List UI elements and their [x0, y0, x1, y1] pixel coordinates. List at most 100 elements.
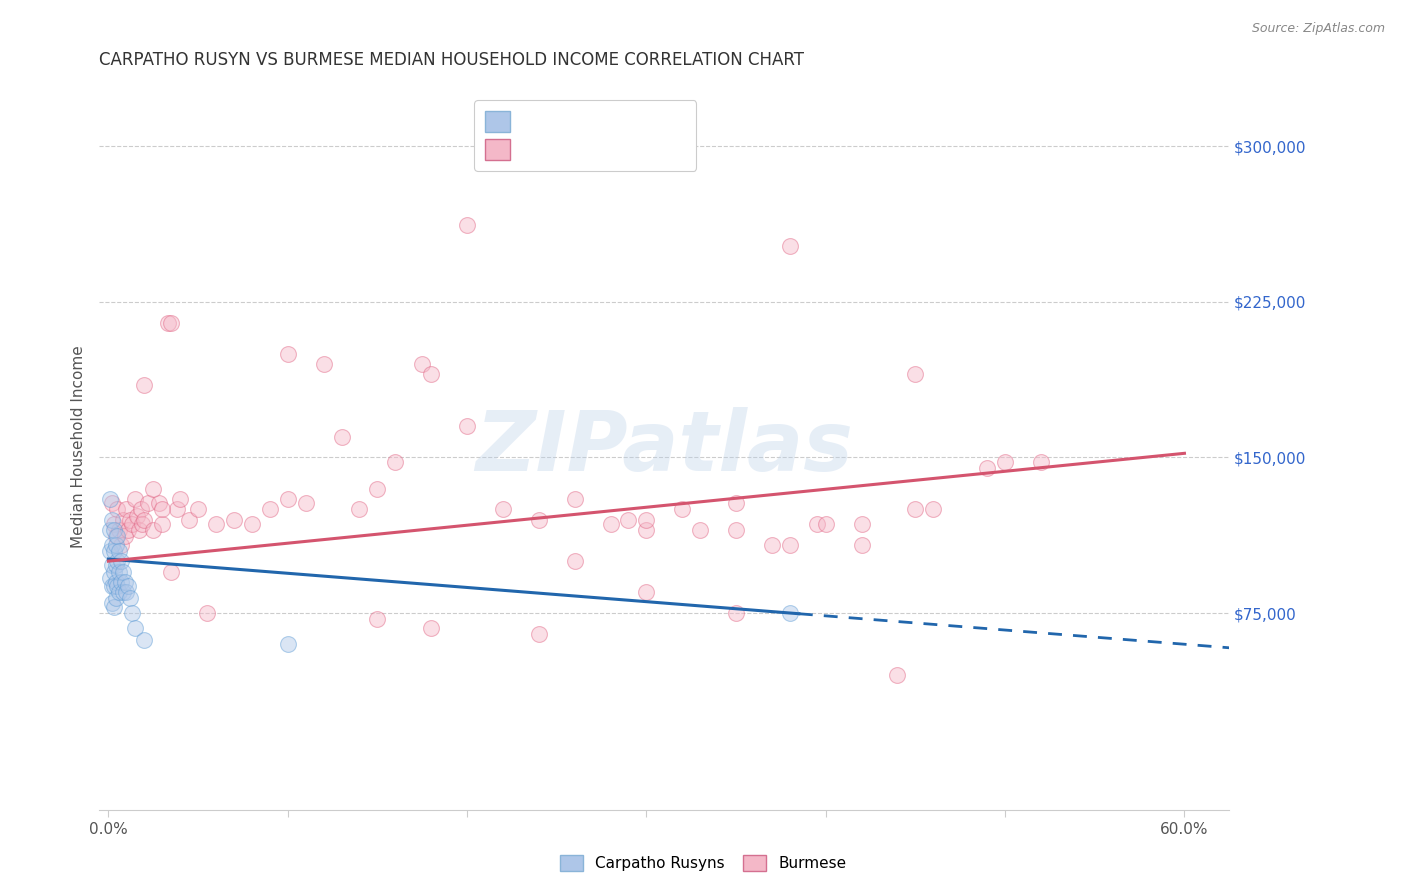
Point — [851, 516, 873, 531]
Point — [128, 523, 150, 537]
Text: ZIPatlas: ZIPatlas — [475, 407, 853, 488]
Point — [114, 574, 136, 589]
Point — [636, 585, 658, 599]
Point — [104, 558, 127, 573]
Point — [98, 543, 121, 558]
Point — [103, 599, 125, 614]
Point — [976, 460, 998, 475]
Point — [886, 668, 908, 682]
Point — [103, 516, 125, 531]
Point — [108, 585, 131, 599]
Point — [806, 516, 828, 531]
Point — [104, 538, 127, 552]
Point — [779, 239, 801, 253]
Point — [277, 491, 299, 506]
Point — [117, 579, 139, 593]
Text: CARPATHO RUSYN VS BURMESE MEDIAN HOUSEHOLD INCOME CORRELATION CHART: CARPATHO RUSYN VS BURMESE MEDIAN HOUSEHO… — [100, 51, 804, 69]
Point — [108, 543, 131, 558]
Point — [115, 585, 138, 599]
Point — [205, 516, 228, 531]
Point — [1029, 454, 1052, 468]
Point — [108, 523, 131, 537]
Point — [105, 554, 128, 568]
Point — [725, 606, 748, 620]
Point — [110, 574, 132, 589]
Point — [420, 621, 443, 635]
Point — [103, 543, 125, 558]
Point — [101, 538, 124, 552]
Point — [98, 491, 121, 506]
Point — [779, 606, 801, 620]
Text: R =: R = — [520, 112, 560, 130]
Point — [110, 554, 132, 568]
Point — [725, 496, 748, 510]
Text: 0.148: 0.148 — [551, 144, 614, 161]
Point — [814, 516, 837, 531]
Point — [366, 482, 388, 496]
Point — [101, 496, 124, 510]
Point — [187, 502, 209, 516]
Text: -0.153: -0.153 — [551, 112, 616, 130]
Point — [111, 585, 134, 599]
Point — [148, 496, 170, 510]
Point — [134, 377, 156, 392]
Point — [105, 502, 128, 516]
Point — [134, 632, 156, 647]
Point — [294, 496, 316, 510]
Point — [636, 523, 658, 537]
Point — [671, 502, 693, 516]
Point — [222, 513, 245, 527]
Legend: Carpatho Rusyns, Burmese: Carpatho Rusyns, Burmese — [554, 849, 852, 877]
Point — [922, 502, 945, 516]
Point — [150, 502, 173, 516]
Point — [527, 626, 550, 640]
Point — [904, 368, 927, 382]
Point — [156, 316, 179, 330]
Point — [277, 347, 299, 361]
Point — [160, 565, 183, 579]
Point — [564, 554, 586, 568]
Point — [689, 523, 711, 537]
Point — [994, 454, 1017, 468]
Point — [527, 513, 550, 527]
Point — [384, 454, 406, 468]
Point — [177, 513, 200, 527]
Point — [150, 516, 173, 531]
Text: N =: N = — [610, 144, 650, 161]
Point — [111, 513, 134, 527]
Point — [98, 571, 121, 585]
Point — [851, 538, 873, 552]
Point — [277, 637, 299, 651]
Point — [330, 430, 353, 444]
Point — [108, 565, 131, 579]
Point — [349, 502, 371, 516]
Point — [101, 513, 124, 527]
Point — [105, 579, 128, 593]
Text: Source: ZipAtlas.com: Source: ZipAtlas.com — [1251, 22, 1385, 36]
Point — [101, 579, 124, 593]
Point — [456, 419, 478, 434]
Point — [121, 606, 143, 620]
Point — [118, 591, 141, 606]
Point — [114, 529, 136, 543]
Point — [195, 606, 218, 620]
Point — [492, 502, 515, 516]
Point — [142, 482, 165, 496]
Point — [115, 502, 138, 516]
Point — [166, 502, 188, 516]
Point — [101, 596, 124, 610]
Point — [636, 513, 658, 527]
Point — [904, 502, 927, 516]
Point — [103, 565, 125, 579]
Point — [366, 612, 388, 626]
Point — [124, 491, 146, 506]
Point — [104, 529, 127, 543]
Text: N =: N = — [610, 112, 650, 130]
Point — [599, 516, 621, 531]
Point — [118, 513, 141, 527]
Text: 41: 41 — [637, 112, 662, 130]
Point — [564, 491, 586, 506]
Point — [127, 508, 149, 523]
Point — [103, 523, 125, 537]
Point — [117, 523, 139, 537]
